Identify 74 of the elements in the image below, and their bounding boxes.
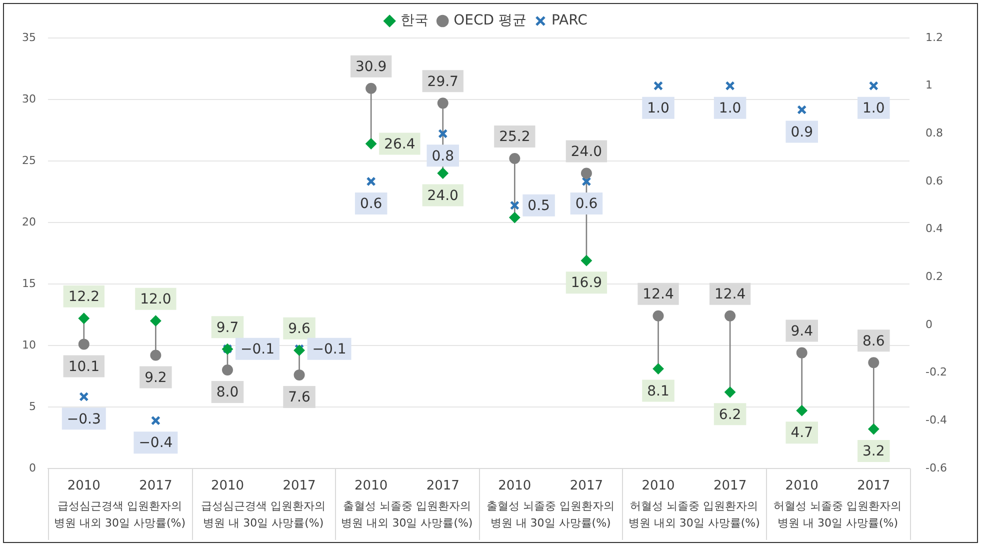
data-label: −0.1 — [240, 341, 274, 358]
data-label: 6.2 — [718, 406, 742, 423]
x-tick-label: 2010 — [67, 478, 100, 494]
x-tick-label: 2010 — [642, 478, 675, 494]
text: 급성심근경색 입원환자의 병원 내외 30일 사망률(%) — [54, 499, 186, 530]
text: 출혈성 뇌졸중 입원환자의 병원 내외 30일 사망률(%) — [341, 499, 473, 530]
legend-label: PARC — [551, 12, 588, 29]
data-label: 9.2 — [144, 370, 167, 386]
data-label: 3.2 — [862, 444, 885, 460]
data-label: 24.0 — [427, 188, 458, 204]
data-label: 16.9 — [570, 275, 602, 292]
x-tick-label: 2010 — [210, 478, 244, 494]
x-tick-label: 2010 — [785, 478, 818, 494]
y-tick-label: 20 — [22, 215, 36, 228]
data-label: 9.6 — [288, 320, 311, 337]
legend-label: 한국 — [400, 12, 429, 29]
data-label: 8.0 — [216, 384, 239, 401]
data-label: −0.4 — [138, 435, 173, 452]
legend-label: OECD 평균 — [454, 12, 526, 29]
data-label: 1.0 — [718, 100, 742, 116]
data-label: 0.6 — [575, 196, 598, 212]
text: 급성심근경색 입원환자의 병원 내 30일 사망률(%) — [201, 499, 326, 530]
x-tick-label: 2017 — [714, 478, 747, 494]
data-label: 10.1 — [68, 358, 100, 375]
y-tick-label: 10 — [22, 338, 36, 352]
data-label: 29.7 — [427, 74, 458, 90]
x-tick-label: 2010 — [354, 478, 388, 494]
x-tick-label: 2017 — [139, 478, 172, 494]
data-label: 0.6 — [360, 196, 382, 212]
data-label: 12.4 — [714, 286, 746, 303]
data-label: 8.1 — [647, 383, 670, 400]
data-label: 12.0 — [140, 291, 172, 308]
data-label: 1.0 — [862, 100, 885, 116]
data-label: 12.4 — [642, 286, 674, 303]
data-label: 12.2 — [68, 289, 100, 306]
y2-tick-label: -0.2 — [926, 366, 948, 379]
x-tick-label: 2017 — [282, 478, 316, 494]
y2-tick-label: 1 — [926, 78, 933, 92]
data-label: 24.0 — [570, 144, 602, 160]
text: 허혈성 뇌졸중 입원환자의 병원 내 30일 사망률(%) — [774, 499, 902, 530]
data-label: 0.9 — [790, 124, 813, 140]
y-tick-label: 0 — [28, 461, 36, 474]
y2-tick-label: 0.6 — [926, 174, 944, 188]
data-label: 4.7 — [790, 425, 813, 442]
y-tick-label: 25 — [22, 154, 36, 167]
y2-tick-label: -0.6 — [926, 461, 948, 474]
data-label: 0.8 — [432, 148, 454, 164]
x-tick-label: 2017 — [857, 478, 890, 494]
data-label: 8.6 — [862, 333, 885, 350]
data-label: −0.1 — [312, 341, 346, 358]
y2-tick-label: 0.2 — [926, 270, 944, 283]
y2-tick-label: -0.4 — [926, 413, 948, 426]
data-label: −0.3 — [66, 411, 101, 428]
x-tick-label: 2017 — [570, 478, 604, 494]
y-tick-label: 30 — [22, 92, 36, 106]
data-label: 9.7 — [216, 320, 239, 336]
data-label: 9.4 — [790, 323, 814, 340]
text: 허혈성 뇌졸중 입원환자의 병원 내외 30일 사망률(%) — [628, 499, 760, 530]
data-label: 25.2 — [499, 129, 530, 146]
data-label: 1.0 — [647, 100, 670, 116]
text: 출혈성 뇌졸중 입원환자의 병원 내 30일 사망률(%) — [486, 499, 615, 530]
data-label: 26.4 — [384, 136, 416, 152]
y-tick-label: 15 — [22, 276, 36, 290]
data-label: 30.9 — [355, 59, 387, 76]
y2-tick-label: 0.8 — [926, 126, 944, 140]
x-tick-label: 2017 — [426, 478, 460, 494]
y2-tick-label: 1.2 — [926, 30, 944, 44]
x-tick-label: 2010 — [498, 478, 532, 494]
data-label: 0.5 — [528, 198, 550, 214]
y2-tick-label: 0.4 — [926, 222, 944, 236]
y2-tick-label: 0 — [926, 318, 933, 331]
y-tick-label: 35 — [22, 30, 36, 44]
y-tick-label: 5 — [28, 400, 36, 413]
data-label: 7.6 — [288, 390, 311, 406]
